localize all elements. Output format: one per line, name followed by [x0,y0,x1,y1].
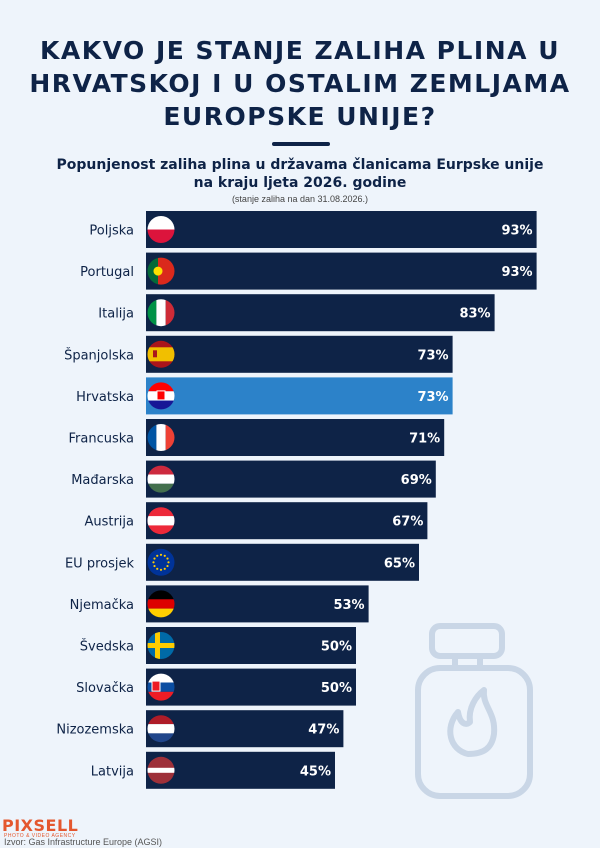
bar [146,252,537,290]
chart-subtitle: Popunjenost zaliha plina u državama član… [56,157,544,191]
value-label: 73% [417,348,448,363]
category-label: Portugal [80,265,134,280]
value-label: 93% [501,265,532,280]
value-label: 73% [417,390,448,405]
austria-flag-icon [147,507,175,535]
value-label: 45% [300,764,331,779]
bar-row: Austrija 67% [84,502,428,540]
italy-flag-icon [147,299,175,327]
bar-row: Hrvatska 73% [76,377,453,415]
bar-row: Francuska 71% [68,419,445,456]
category-label: Njemačka [70,598,134,613]
date-note: (stanje zaliha na dan 31.08.2026.) [231,194,369,204]
value-label: 93% [501,224,532,239]
category-label: Hrvatska [76,390,134,405]
bar-row: Švedska 50% [80,627,356,664]
value-label: 53% [333,598,364,613]
bar [146,502,428,540]
bar [146,294,495,332]
bar-row: Italija 83% [98,294,495,332]
gas-cylinder-icon [415,623,533,799]
eu-flag-icon [147,548,175,576]
category-label: Poljska [89,224,134,239]
category-label: Švedska [80,639,134,655]
bar [146,460,436,498]
bar-row: Latvija 45% [91,751,335,789]
spain-flag-icon [147,340,175,368]
bar [146,710,344,748]
portugal-flag-icon [147,257,175,285]
value-label: 83% [459,307,490,322]
bar [146,335,453,373]
category-label: Španjolska [64,347,134,363]
bar [146,377,453,415]
croatia-flag-icon [147,382,175,410]
pixsell-logo: PIXSELL [2,816,79,835]
category-label: Latvija [91,764,134,779]
bar-row: Mađarska 69% [71,460,436,498]
value-label: 67% [392,515,423,530]
france-flag-icon [147,424,175,451]
sweden-flag-icon [147,632,175,659]
value-label: 69% [401,473,432,488]
slovakia-flag-icon [147,673,175,701]
value-label: 47% [308,723,339,738]
bar [146,211,537,248]
hungary-flag-icon [147,465,175,493]
category-label: Nizozemska [56,723,134,738]
latvia-flag-icon [147,756,175,784]
category-label: Mađarska [71,473,134,488]
category-label: Austrija [84,515,134,530]
bar-row: Slovačka 50% [76,668,356,706]
title-divider [272,142,330,146]
bar [146,585,369,623]
bar [146,751,335,789]
bar-row: Španjolska 73% [64,335,453,373]
category-label: Slovačka [76,681,134,696]
bar [146,627,356,664]
logo-tagline: PHOTO & VIDEO AGENCY [4,833,76,839]
bar [146,543,419,581]
bar-row: EU prosjek 65% [65,543,419,581]
category-label: Francuska [68,432,134,447]
value-label: 50% [321,681,352,696]
netherlands-flag-icon [147,715,175,743]
category-label: Italija [98,307,134,322]
bar-row: Poljska 93% [89,211,537,248]
value-label: 65% [384,556,415,571]
bar-row: Nizozemska 47% [56,710,344,748]
value-label: 50% [321,640,352,655]
value-label: 71% [409,432,440,447]
poland-flag-icon [147,216,175,243]
germany-flag-icon [147,590,175,618]
bar-row: Portugal 93% [80,252,537,290]
source-note: Izvor: Gas Infrastructure Europe (AGSI) [4,837,163,847]
bar [146,419,445,456]
category-label: EU prosjek [65,556,135,571]
page-title: KAKVO JE STANJE ZALIHA PLINA U HRVATSKOJ… [29,36,571,131]
bar-row: Njemačka 53% [70,585,369,623]
bar [146,668,356,706]
